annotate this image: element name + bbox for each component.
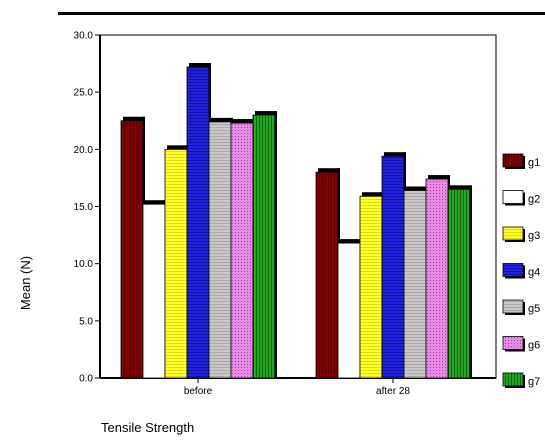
legend: g1 g2 g3 g4 g5 g6 g7 <box>502 153 540 388</box>
legend-swatch-g5 <box>502 299 524 314</box>
y-axis-title: Mean (N) <box>18 256 33 310</box>
x-tick-label: after 28 <box>376 386 410 397</box>
bar-shadow-top <box>255 111 277 117</box>
bar-g3-0 <box>164 148 188 379</box>
y-tick-label: 20.0 <box>74 145 94 156</box>
legend-label-g5: g5 <box>528 303 540 315</box>
bar-shadow-top <box>233 119 255 125</box>
bar-shadow-side <box>469 185 472 378</box>
legend-label-g6: g6 <box>528 340 540 352</box>
legend-swatch-g1 <box>502 153 524 168</box>
legend-swatch-g7 <box>502 372 524 387</box>
bar-g5-0 <box>208 121 232 379</box>
legend-label-g3: g3 <box>528 230 540 242</box>
legend-label-g4: g4 <box>528 267 540 279</box>
bar-shadow-top <box>362 192 384 198</box>
bars <box>120 63 472 379</box>
y-tick-label: 5.0 <box>79 316 93 327</box>
bar-shadow-top <box>145 200 167 206</box>
bar-g6-0 <box>230 122 254 379</box>
bar-shadow-top <box>406 186 428 192</box>
legend-swatch-g4 <box>502 263 524 277</box>
bar-shadow-top <box>428 175 450 181</box>
bar-g4-0 <box>186 66 210 379</box>
bar-g3-1 <box>359 195 383 379</box>
bar-g1-0 <box>120 120 144 379</box>
bar-shadow-top <box>450 185 472 191</box>
bar-g7-0 <box>252 114 276 379</box>
bar-g5-1 <box>403 190 427 379</box>
bar-shadow-top <box>211 117 233 123</box>
y-axis-ticks: 0.0 5.0 10.0 15.0 20.0 25.0 30.0 <box>74 31 100 385</box>
y-tick-label: 30.0 <box>74 31 94 42</box>
legend-label-g2: g2 <box>528 194 540 206</box>
bar-g7-1 <box>447 188 471 379</box>
legend-label-g1: g1 <box>528 157 540 169</box>
x-axis-labels: before after 28 <box>184 378 410 397</box>
bar-shadow-top <box>123 116 145 122</box>
legend-swatch-g6 <box>502 336 524 350</box>
y-tick-label: 0.0 <box>79 374 93 385</box>
x-tick-label: before <box>184 386 213 397</box>
bar-shadow-top <box>318 168 340 174</box>
legend-label-g7: g7 <box>528 376 540 388</box>
bar-shadow-side <box>274 111 277 379</box>
bar-g6-1 <box>425 178 449 379</box>
y-tick-label: 15.0 <box>74 202 94 213</box>
bar-g2-1 <box>337 242 361 379</box>
x-axis-title: Tensile Strength <box>101 420 194 435</box>
bar-g2-0 <box>142 203 166 379</box>
bar-shadow-top <box>189 63 211 69</box>
bar-g1-1 <box>315 171 339 379</box>
y-tick-label: 10.0 <box>74 259 94 270</box>
bar-shadow-top <box>340 239 362 245</box>
bar-shadow-top <box>384 152 406 158</box>
legend-swatch-g2 <box>502 190 524 204</box>
bar-shadow-top <box>167 145 189 151</box>
top-rule <box>58 12 545 15</box>
y-tick-label: 25.0 <box>74 88 94 99</box>
legend-swatch-g3 <box>502 226 524 241</box>
bar-g4-1 <box>381 155 405 379</box>
